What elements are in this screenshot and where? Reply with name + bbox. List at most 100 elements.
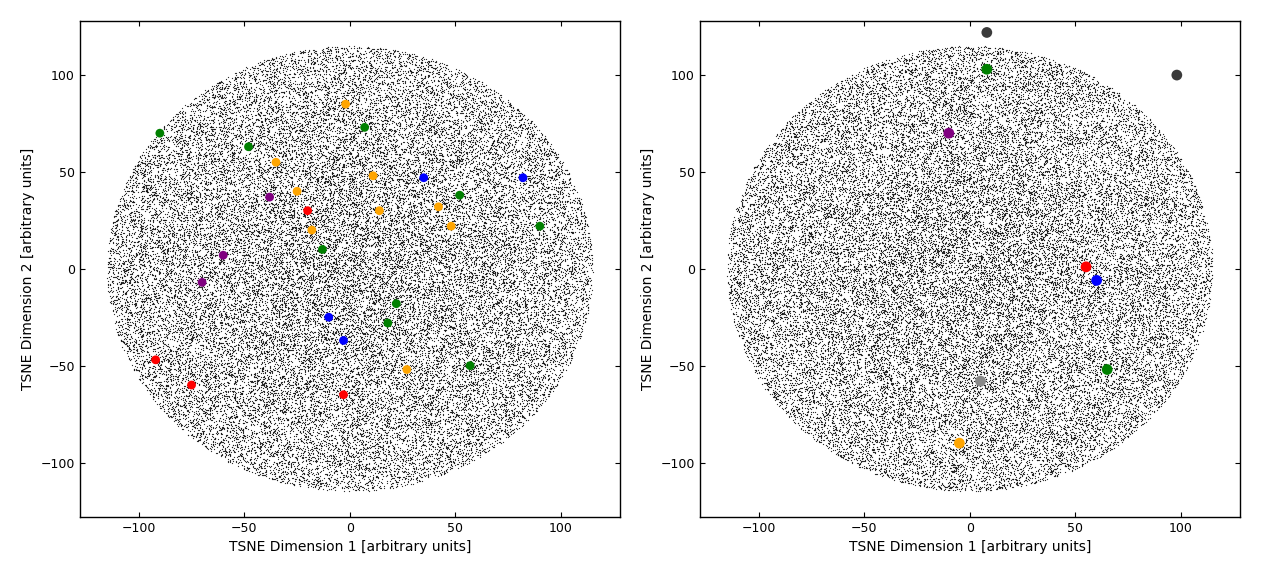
Point	[538, 386, 559, 395]
Point	[1179, 298, 1199, 308]
Point	[754, 200, 774, 209]
Point	[259, 416, 279, 425]
Point	[173, 327, 193, 336]
Point	[304, 135, 324, 144]
Point	[1097, 388, 1117, 397]
Point	[971, 271, 991, 281]
Point	[400, 163, 420, 172]
Point	[190, 214, 211, 223]
Point	[305, 351, 325, 361]
Point	[304, 107, 324, 116]
Point	[310, 426, 330, 435]
Point	[863, 121, 883, 130]
Point	[315, 298, 335, 307]
Point	[1124, 183, 1144, 192]
Point	[233, 456, 253, 465]
Point	[879, 314, 899, 323]
Point	[455, 206, 475, 215]
Point	[449, 99, 469, 109]
Point	[537, 353, 557, 362]
Point	[538, 365, 559, 374]
Point	[439, 156, 459, 166]
Point	[441, 442, 462, 451]
Point	[907, 257, 927, 266]
Point	[799, 195, 820, 204]
Point	[951, 68, 971, 77]
Point	[230, 209, 250, 218]
Point	[516, 252, 536, 261]
Point	[159, 150, 179, 159]
Point	[412, 150, 433, 159]
Point	[730, 288, 750, 297]
Point	[1025, 282, 1045, 291]
Point	[387, 174, 407, 183]
Point	[262, 325, 282, 335]
Point	[435, 103, 455, 112]
Point	[359, 190, 380, 199]
Point	[361, 365, 381, 374]
Point	[156, 244, 177, 254]
Point	[1141, 382, 1161, 392]
Point	[546, 192, 566, 201]
Point	[493, 244, 513, 253]
Point	[1189, 309, 1209, 319]
Point	[366, 138, 386, 147]
Point	[753, 188, 773, 197]
Point	[561, 331, 581, 340]
Point	[855, 294, 875, 304]
Point	[745, 320, 765, 329]
Point	[477, 307, 497, 316]
Point	[121, 300, 141, 309]
Point	[1173, 319, 1193, 328]
Point	[313, 185, 333, 194]
Point	[496, 229, 516, 239]
Point	[989, 264, 1009, 273]
Point	[1086, 85, 1106, 94]
Point	[401, 183, 421, 192]
Point	[383, 324, 404, 333]
Point	[436, 258, 456, 267]
Point	[161, 277, 182, 286]
Point	[358, 459, 378, 469]
Point	[285, 54, 305, 63]
Point	[496, 262, 516, 271]
Point	[1122, 263, 1142, 272]
Point	[812, 189, 832, 198]
Point	[907, 98, 927, 107]
Point	[857, 152, 878, 161]
Point	[1131, 194, 1151, 204]
Point	[362, 179, 382, 189]
Point	[768, 273, 788, 282]
Point	[378, 131, 398, 140]
Point	[320, 393, 340, 402]
Point	[1135, 167, 1155, 176]
Point	[424, 89, 444, 98]
Point	[255, 114, 275, 124]
Point	[165, 334, 185, 343]
Point	[962, 46, 982, 55]
Point	[159, 339, 179, 348]
Point	[878, 382, 898, 392]
Point	[885, 62, 905, 71]
Point	[276, 444, 296, 454]
Point	[440, 344, 460, 354]
Point	[516, 299, 536, 308]
Point	[1040, 223, 1061, 232]
Point	[740, 232, 760, 242]
Point	[1081, 452, 1101, 461]
Point	[776, 182, 796, 191]
Point	[265, 213, 285, 223]
Point	[1178, 325, 1198, 335]
Point	[1030, 194, 1050, 203]
Point	[1004, 246, 1024, 255]
Point	[918, 193, 938, 202]
Point	[1064, 313, 1084, 323]
Point	[135, 294, 155, 303]
Point	[491, 400, 511, 409]
Point	[1083, 454, 1103, 463]
Point	[217, 344, 237, 353]
Point	[386, 225, 406, 234]
Point	[372, 420, 392, 430]
Point	[999, 132, 1019, 141]
Point	[363, 240, 383, 249]
